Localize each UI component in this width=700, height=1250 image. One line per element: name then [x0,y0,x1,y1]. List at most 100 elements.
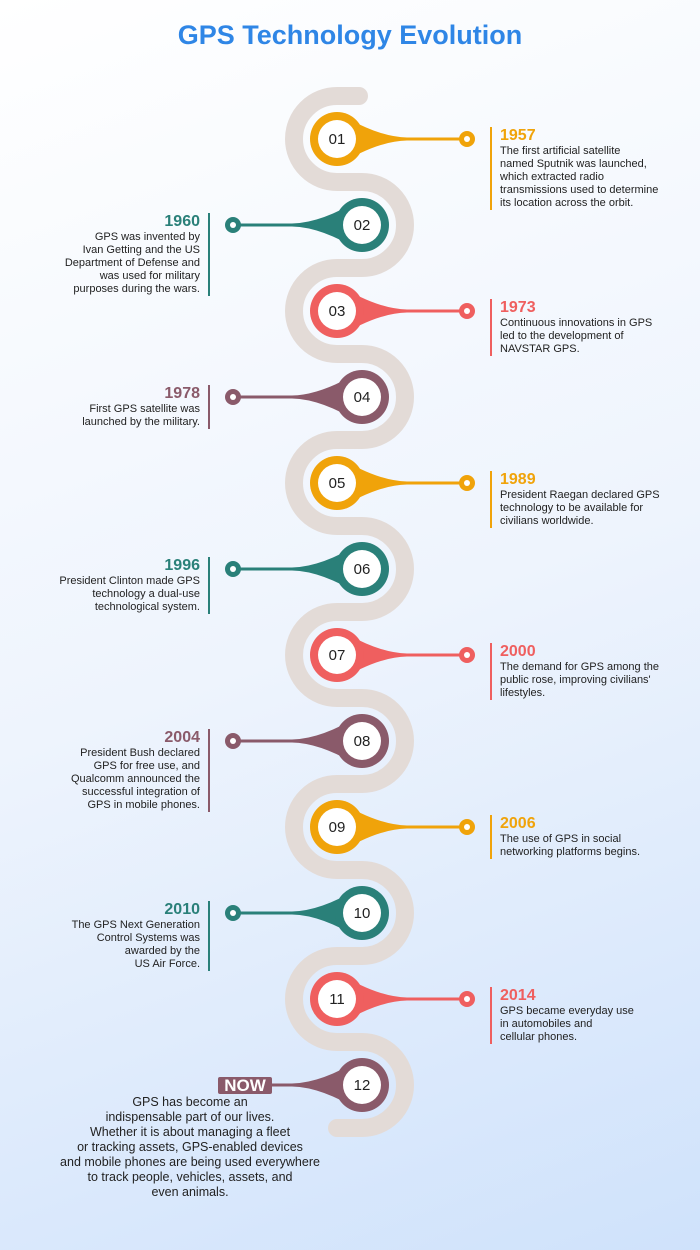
milestone: 11 [310,972,475,1026]
description-line: technology to be available for [500,502,644,514]
pin-end-dot [464,996,470,1002]
pin-inner [318,808,356,846]
description-line: President Bush declared [80,747,200,759]
pin-inner [343,378,381,416]
milestone-year: 2010 [164,901,200,918]
description-line: The first artificial satellite [500,145,621,157]
pin-inner [343,550,381,588]
pin-inner [318,292,356,330]
milestone-text: 1960 GPS was invented by Ivan Getting and … [65,213,210,296]
pin-taper [337,112,467,166]
description-line: NAVSTAR GPS. [500,343,580,355]
description-line: was used for military [99,270,200,282]
pin-taper [233,1058,362,1112]
description-line: purposes during the wars. [73,283,200,295]
milestone-text: 2000 The demand for GPS among the public r… [490,643,659,700]
description-line: Whether it is about managing a fleet [89,1125,291,1139]
pin-inner [318,980,356,1018]
milestone-number: 09 [329,819,346,836]
description-line: First GPS satellite was [89,403,200,415]
pin-taper [337,284,467,338]
description-line: technological system. [94,601,200,613]
milestone-text: 1973 Continuous innovations in GPS led to … [490,299,652,356]
milestone-year: 1989 [500,471,536,488]
description-line: GPS became everyday use [500,1005,634,1017]
pin-inner [318,636,356,674]
pin-taper [233,370,362,424]
now-badge: NOW [218,1077,272,1094]
milestone-year: 1957 [500,127,536,144]
milestone: 06 [225,542,389,596]
milestone: 05 [310,456,475,510]
milestone-number: 03 [329,303,346,320]
description-line: named Sputnik was launched, [500,158,647,170]
milestone: 08 [225,714,389,768]
pin-end-dot [230,738,236,744]
pin-end-dot [464,480,470,486]
description-line: to track people, vehicles, assets, and [87,1170,293,1184]
milestone-text: 1957 The first artificial satellite named … [490,127,658,210]
milestone-text: 1989 President Raegan declared GPS technol… [490,471,660,528]
milestone-number: 06 [354,561,371,578]
description-line: GPS for free use, and [93,760,200,772]
description-line: led to the development of [500,330,624,342]
pin-taper [337,972,467,1026]
pin-taper [337,456,467,510]
final-block: NOW GPS has become an indispensable part o… [40,1077,340,1200]
description-line: Department of Defense and [64,257,200,269]
pin-inner [343,206,381,244]
pin-taper [337,800,467,854]
pin-inner [343,894,381,932]
milestone-text: 1996 President Clinton made GPS technology… [59,557,210,614]
pin-inner [343,722,381,760]
description-line: which extracted radio [500,171,604,183]
description-line: successful integration of [81,786,200,798]
description-line: launched by the military. [82,416,200,428]
pin-inner [318,120,356,158]
milestone-year: 2000 [500,643,536,660]
milestone-number: 08 [354,733,371,750]
milestone-year: 2004 [164,729,200,746]
pin-taper [233,542,362,596]
description-line: indispensable part of our lives. [105,1110,275,1124]
description-line: President Raegan declared GPS [500,489,660,501]
description-line: and mobile phones are being used everywh… [60,1155,320,1169]
milestone: 02 [225,198,389,252]
milestone-year: 2014 [500,987,536,1004]
milestone-number: 05 [329,475,346,492]
milestone-year: 1960 [164,213,200,230]
description-line: civilians worldwide. [500,515,594,527]
pin-end-dot [230,566,236,572]
description-line: Control Systems was [96,932,200,944]
pin-end-dot [464,136,470,142]
milestone-number: 11 [329,991,345,1008]
pin-taper [233,714,362,768]
pin-end-dot [230,394,236,400]
description-line: technology a dual-use [92,588,200,600]
milestone-number: 04 [354,389,371,406]
milestone: 10 [225,886,389,940]
description-line: networking platforms begins. [500,846,641,858]
milestone: 07 [310,628,475,682]
milestone: 09 [310,800,475,854]
milestone-year: 1978 [164,385,200,402]
description-line: Ivan Getting and the US [82,244,200,256]
milestone-number: 07 [329,647,346,664]
description-line: The GPS Next Generation [71,919,200,931]
pin-end-dot [464,652,470,658]
milestone-text: 2004 President Bush declared GPS for free … [71,729,210,812]
milestone-number: 10 [354,905,371,922]
description-line: The demand for GPS among the [500,661,659,673]
description-line: Continuous innovations in GPS [500,317,653,329]
description-line: even animals. [151,1185,229,1199]
pin-end-dot [464,308,470,314]
milestone-number: 01 [329,131,346,148]
description-line: cellular phones. [500,1031,578,1043]
milestone-text: 1978 First GPS satellite was launched by t… [82,385,210,429]
pin-end-dot [464,824,470,830]
pin-inner [318,464,356,502]
milestone: 01 [310,112,475,166]
pin-end-dot [230,910,236,916]
